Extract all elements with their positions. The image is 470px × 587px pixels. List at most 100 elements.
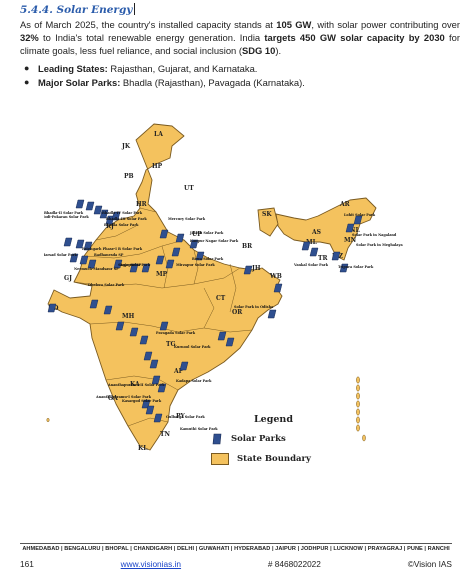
solar-park-marker [159,321,169,331]
solar-park-marker [115,321,125,331]
page-number: 161 [20,559,34,569]
park-label: Agar Solar Park [119,263,151,267]
state-label-ap: AP [173,368,184,375]
park-label: Jalaun Solar Park [189,231,224,235]
india-mainland [47,123,283,451]
state-label-rj: RJ [106,223,114,230]
state-label-or: OR [232,309,243,316]
solar-park-marker [105,215,115,225]
andaman-island [356,424,360,432]
solar-park-marker [129,263,139,273]
solar-park-marker [273,283,283,293]
state-label-tr: TR [318,255,328,262]
park-label: Mercury Solar Park [168,217,206,221]
solar-park-marker [165,259,175,269]
solar-park-marker [141,263,151,273]
solar-park-marker [171,247,181,257]
footer: 161 www.visionias.in # 8468022022 ©Visio… [20,559,452,569]
state-labels-layer: LA JK HP PB UT HR RJ UP BR GJ MP CT JH WB OR MH TG AP KA GA… [48,131,360,452]
text-cursor [134,3,136,15]
state-boundary [203,287,215,329]
solar-park-marker [79,255,89,265]
state-label-mh: MH [122,313,135,320]
solar-park-marker [93,205,103,215]
solar-parks-layer [47,199,363,423]
andaman-island [356,384,360,392]
lakshadweep-island [46,417,50,423]
state-label-wb: WB [269,273,282,280]
copyright: ©Vision IAS [407,559,452,569]
phone-number: # 8468022022 [267,559,321,569]
solar-park-marker [225,337,235,347]
solar-park-marker [267,309,277,319]
state-label-ka: KA [130,381,140,388]
sikkim-bengal-corridor [257,207,279,237]
footer-divider [20,543,452,544]
solar-park-marker [175,233,185,243]
solar-park-marker [217,331,227,341]
state-label-jh: JH [251,265,261,272]
park-label: Bhadla-II Solar Park [44,211,84,215]
legend-item-solar-parks: Solar Parks [211,433,286,445]
state-label-mn: MN [344,237,357,244]
state-boundary [127,417,169,427]
solar-park-marker [129,327,139,337]
state-label-py: PY [176,413,186,420]
bullet-list: ● Leading States: Rajasthan, Gujarat, and… [24,62,454,89]
solar-park-marker [151,375,161,385]
solar-park-marker [47,303,57,313]
andaman-island [356,416,360,424]
state-label-as: AS [311,229,321,236]
park-label: Gulbarga Solar Park [166,415,205,419]
state-boundary [105,375,179,391]
park-label: Bhadla-IV Solar Park [102,211,143,215]
legend-title: Legend [254,414,293,425]
website-link[interactable]: www.visionias.in [120,559,182,569]
andaman-island [356,376,360,384]
park-label: Shajapur SP [118,263,142,267]
park-label: Kasargod Solar Park [122,399,162,403]
solar-park-marker [111,211,121,221]
solar-park-marker [179,361,189,371]
state-label-kl: KL [138,445,148,452]
solar-park-marker [85,201,95,211]
solar-park-marker [153,413,163,423]
solar-park-marker [149,359,159,369]
solar-park-marker [159,229,169,239]
andaman-island [356,408,360,416]
legend-item-state-boundary: State Boundary [211,453,311,465]
park-label: Rewa Solar Park [192,257,224,261]
solar-park-marker [189,239,199,249]
list-item: ● Leading States: Rajasthan, Gujarat, and… [24,63,258,74]
footer-cities: AHMEDABAD | BENGALURU | BHOPAL | CHANDIG… [22,546,450,552]
solar-park-marker [63,237,73,247]
state-label-ar: AR [339,201,351,208]
park-label: Neemuch-Mandsaur SP [74,267,119,271]
park-label: Vankal Solar Park [293,263,329,267]
park-label: Tripura Solar Park [338,265,374,269]
solar-park-marker [331,251,341,261]
park-label: Solar Park in Nagaland [352,233,397,237]
solar-park-marker [99,209,109,219]
park-labels-layer: Bhadla-II Solar Park Bhadla-IV Solar Park… [44,211,403,431]
solar-park-marker [113,259,123,269]
state-label-hr: HR [136,201,148,208]
list-item: ● Major Solar Parks: Bhadla (Rajasthan), … [24,76,305,88]
solar-park-marker [339,263,349,273]
park-label: Ananthapuramu-I Solar Park [95,395,152,399]
solar-park-marker [345,223,355,233]
legend-label: Solar Parks [231,434,286,444]
park-label: Kanpur Nagar Solar Park [190,239,239,243]
solar-park-marker [301,241,311,251]
park-label: Bhadla-III Solar Park [106,217,147,221]
solar-park-marker [145,405,155,415]
solar-park-marker [143,351,153,361]
state-label-nl: NL [350,227,360,234]
legend-label: State Boundary [237,454,311,464]
solar-park-marker [69,253,79,263]
state-label-br: BR [242,243,253,250]
solar-park-marker [89,299,99,309]
park-label: Pavagada Solar Park [156,331,196,335]
state-label-tn: TN [160,431,170,438]
solar-park-marker [139,335,149,345]
